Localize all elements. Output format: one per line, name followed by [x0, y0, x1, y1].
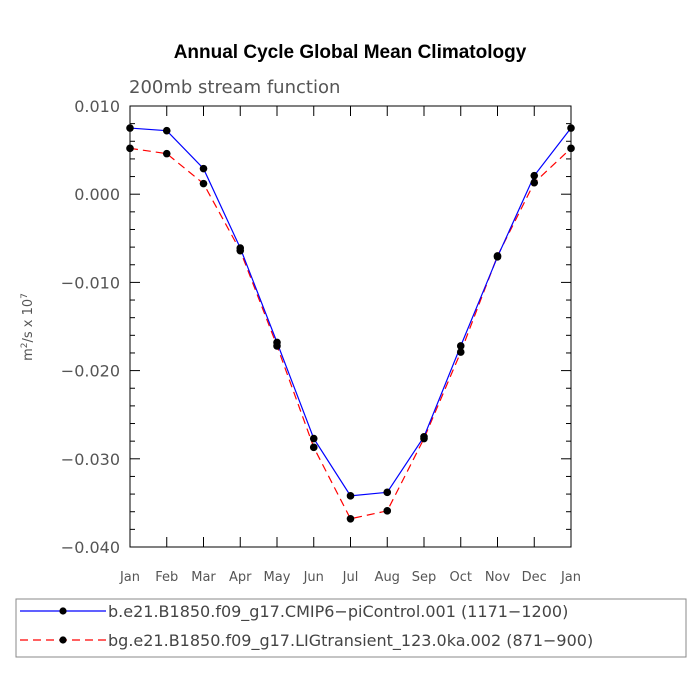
- x-tick-label: May: [264, 570, 291, 585]
- x-tick-label: Jan: [119, 570, 140, 585]
- chart-subtitle: 200mb stream function: [129, 77, 340, 98]
- legend-item: bg.e21.B1850.f09_g17.LIGtransient_123.0k…: [20, 631, 593, 651]
- data-point: [456, 348, 465, 356]
- series-line: [129, 147, 572, 520]
- data-point: [309, 434, 318, 443]
- x-tick-label: Jun: [303, 570, 324, 585]
- y-tick-label: 0.010: [74, 97, 120, 116]
- x-tick-label: Nov: [485, 570, 511, 585]
- y-tick-label: −0.030: [61, 450, 120, 469]
- data-point: [530, 178, 539, 187]
- data-point: [273, 342, 281, 350]
- data-point: [420, 434, 428, 443]
- legend-marker-LIGtransient: [59, 636, 67, 644]
- data-point: [346, 492, 355, 500]
- data-point: [530, 171, 539, 180]
- x-tick-label: Mar: [191, 570, 216, 585]
- data-point: [493, 252, 502, 260]
- legend-box: [15, 598, 687, 658]
- y-tick-label: 0.000: [74, 185, 120, 204]
- data-point: [236, 246, 245, 255]
- data-point: [199, 179, 208, 188]
- y-tick-label: −0.040: [61, 538, 120, 557]
- y-tick-label: −0.010: [61, 273, 120, 292]
- data-point: [199, 164, 208, 173]
- axes: 0.010 0.000 −0.010 −0.020 −0.030 −0.040 Jan Feb…: [61, 97, 581, 585]
- legend-label: b.e21.B1850.f09_g17.CMIP6−piControl.001 …: [108, 602, 568, 622]
- x-tick-label: Jul: [342, 570, 359, 585]
- legend-marker-piControl: [59, 607, 67, 615]
- x-tick-label: Aug: [375, 570, 400, 585]
- x-tick-label: Apr: [229, 570, 252, 585]
- data-point: [383, 488, 392, 497]
- plot-frame: [129, 105, 572, 548]
- legend-item: b.e21.B1850.f09_g17.CMIP6−piControl.001 …: [20, 602, 568, 622]
- x-tick-label: Jan: [560, 570, 581, 585]
- chart-title: Annual Cycle Global Mean Climatology: [174, 42, 527, 63]
- y-tick-label: −0.020: [61, 362, 120, 381]
- x-tick-label: Dec: [522, 570, 547, 585]
- x-tick-label: Feb: [155, 570, 178, 585]
- data-point: [162, 126, 171, 135]
- x-tick-label: Sep: [412, 570, 437, 585]
- data-point: [456, 342, 465, 350]
- data-point: [346, 514, 355, 523]
- data-point: [383, 507, 392, 515]
- legend-label: bg.e21.B1850.f09_g17.LIGtransient_123.0k…: [108, 631, 593, 651]
- y-axis-label: m2/s x 107: [20, 293, 36, 361]
- series-layer: [126, 124, 575, 523]
- x-tick-label: Oct: [450, 570, 472, 585]
- series-line: [129, 127, 572, 497]
- data-point: [162, 149, 171, 158]
- data-point: [309, 443, 318, 452]
